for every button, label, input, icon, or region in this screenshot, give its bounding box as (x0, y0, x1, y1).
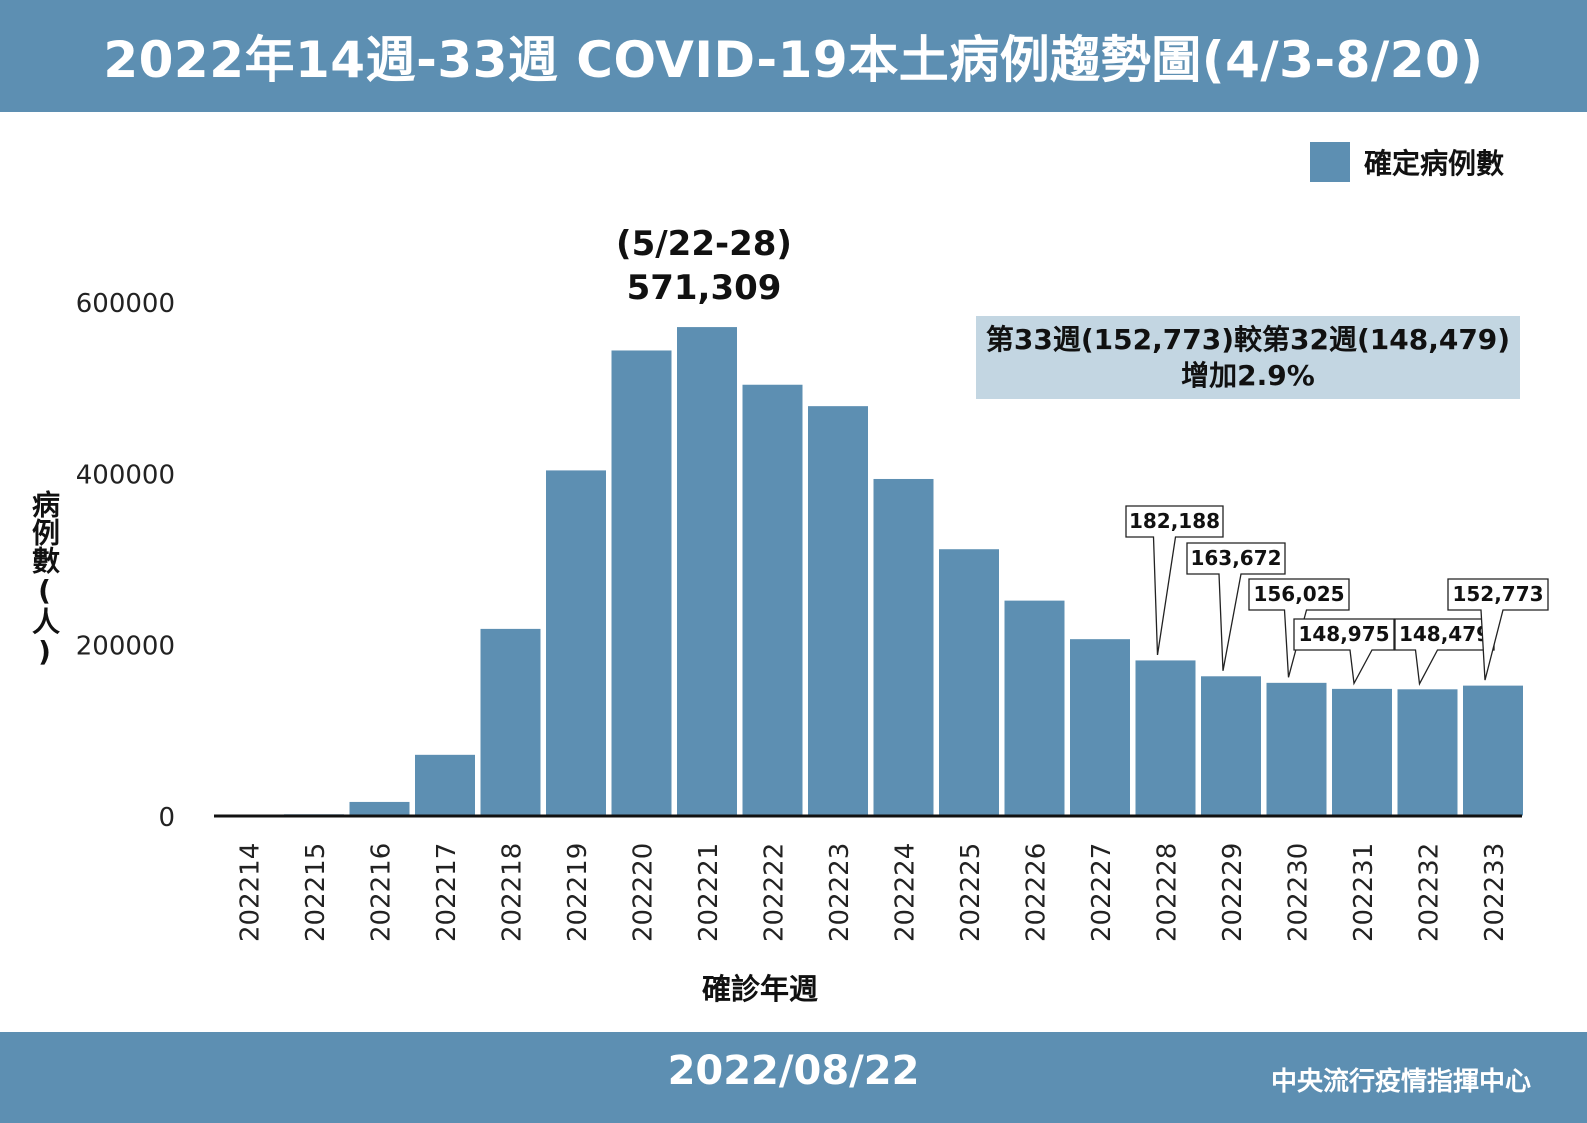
data-label: 148,479 (1399, 622, 1490, 646)
data-label-callout (1125, 505, 1224, 656)
bar (479, 627, 542, 817)
x-tick-label: 202218 (498, 843, 528, 942)
bar (1396, 688, 1459, 817)
data-label: 152,773 (1452, 582, 1543, 606)
callout-line-1: 第33週(152,773)較第32週(148,479) (985, 322, 1511, 356)
x-tick-label: 202228 (1153, 843, 1183, 942)
x-tick-label: 202223 (825, 843, 855, 942)
x-tick-label: 202215 (301, 843, 331, 942)
legend-swatch (1310, 142, 1350, 182)
legend-label: 確定病例數 (1364, 147, 1505, 180)
x-tick-label: 202222 (760, 843, 790, 942)
y-axis-title: 病例數(人) (28, 490, 61, 668)
data-label: 163,672 (1190, 546, 1281, 570)
x-tick-label: 202219 (563, 843, 593, 942)
legend: 確定病例數 (1310, 142, 1504, 182)
x-tick-label: 202225 (956, 843, 986, 942)
x-tick-label: 202227 (1087, 843, 1117, 942)
bar (938, 548, 1000, 817)
chart-title: 2022年14週-33週 COVID-19本土病例趨勢圖(4/3-8/20) (103, 31, 1484, 89)
bar (1462, 684, 1524, 817)
comparison-callout: 第33週(152,773)較第32週(148,479) 增加2.9% (976, 316, 1520, 399)
y-tick-label: 400000 (76, 460, 175, 490)
data-label: 156,025 (1253, 582, 1344, 606)
data-label-callout (1293, 618, 1395, 686)
y-tick-label: 600000 (76, 289, 175, 319)
peak-period: (5/22-28) (616, 224, 792, 264)
data-label: 182,188 (1129, 509, 1220, 533)
x-tick-label: 202216 (367, 843, 397, 942)
bar (676, 326, 738, 817)
header-banner: 2022年14週-33週 COVID-19本土病例趨勢圖(4/3-8/20) (0, 0, 1587, 112)
x-tick-label: 202220 (629, 843, 659, 942)
x-tick-label: 202233 (1480, 843, 1510, 942)
bar (1331, 687, 1393, 817)
x-tick-label: 202231 (1349, 843, 1379, 942)
x-tick-label: 202224 (891, 843, 921, 942)
y-tick-label: 0 (158, 803, 175, 833)
y-tick-label: 200000 (76, 632, 175, 662)
bar (1003, 599, 1066, 817)
bar (545, 469, 607, 817)
bar (1134, 659, 1197, 817)
callout-line-2: 增加2.9% (1181, 358, 1315, 392)
peak-annotation: (5/22-28) 571,309 (554, 222, 854, 310)
x-tick-label: 202232 (1415, 843, 1445, 942)
report-date: 2022/08/22 (667, 1048, 920, 1094)
organization-name: 中央流行疫情指揮中心 (1270, 1067, 1531, 1097)
bar (610, 349, 673, 817)
x-tick-label: 202229 (1218, 843, 1248, 942)
bar (872, 477, 935, 817)
x-tick-label: 202226 (1022, 843, 1052, 942)
bar (348, 800, 411, 817)
x-axis-title: 確診年週 (701, 972, 818, 1006)
bar (1069, 638, 1131, 817)
x-tick-label: 202217 (432, 843, 462, 942)
data-label-callout (1186, 542, 1286, 671)
x-tick-label: 202230 (1284, 843, 1314, 942)
bar (1265, 681, 1328, 817)
bar (807, 405, 869, 817)
bar (1200, 675, 1262, 817)
footer-banner: 2022/08/22 中央流行疫情指揮中心 (0, 1032, 1587, 1123)
x-tick-label: 202221 (694, 843, 724, 942)
peak-value: 571,309 (626, 268, 782, 308)
bar (414, 753, 476, 817)
data-label-callout (1447, 578, 1549, 681)
bar (741, 383, 804, 817)
data-label: 148,975 (1298, 622, 1389, 646)
x-tick-label: 202214 (236, 843, 266, 942)
